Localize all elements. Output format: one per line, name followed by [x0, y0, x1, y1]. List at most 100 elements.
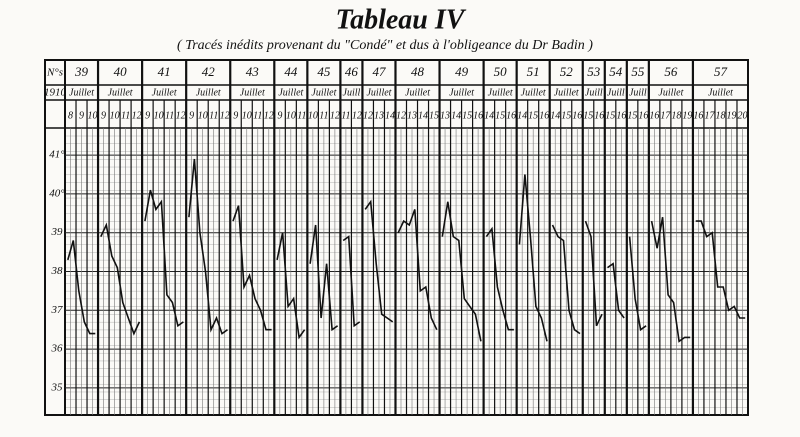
patient-number: 44: [284, 64, 298, 79]
day-label: 15: [528, 110, 538, 121]
month-label: Juillet: [108, 87, 133, 98]
day-label: 10: [308, 110, 318, 121]
month-label: Juill: [343, 87, 361, 98]
patient-number: 47: [372, 64, 386, 79]
day-label: 10: [242, 110, 252, 121]
day-label: 9: [277, 110, 282, 121]
day-label: 18: [715, 110, 725, 121]
day-label: 12: [132, 110, 142, 121]
month-label: Juillet: [152, 87, 177, 98]
patient-number: 57: [714, 64, 728, 79]
temperature-line: [276, 232, 306, 340]
month-label: Juillet: [658, 87, 683, 98]
day-label: 11: [319, 110, 328, 121]
month-label: Juillet: [196, 87, 221, 98]
temperature-line: [628, 236, 647, 332]
day-label: 18: [671, 110, 681, 121]
y-tick-label: 41°: [49, 149, 65, 161]
patient-number: 45: [317, 64, 331, 79]
patient-number: 50: [494, 64, 508, 79]
patient-number: 55: [631, 64, 645, 79]
y-tick-label: 39: [51, 226, 64, 238]
month-label: Juillet: [521, 87, 546, 98]
patient-number: 41: [158, 64, 171, 79]
month-label: Juillet: [278, 87, 303, 98]
day-label: 9: [79, 110, 84, 121]
day-label: 14: [385, 110, 395, 121]
day-label: 12: [352, 110, 362, 121]
day-label: 10: [110, 110, 120, 121]
day-label: 10: [154, 110, 164, 121]
chart-title: Tableau IV: [336, 4, 467, 35]
day-label: 9: [233, 110, 238, 121]
patient-number: 49: [455, 64, 469, 79]
day-label: 16: [649, 110, 659, 121]
month-label: Juillet: [366, 87, 391, 98]
day-label: 11: [297, 110, 306, 121]
day-label: 19: [726, 110, 736, 121]
day-label: 12: [176, 110, 186, 121]
day-label: 14: [550, 110, 560, 121]
day-label: 15: [429, 110, 439, 121]
day-label: 16: [473, 110, 483, 121]
patient-number: 54: [609, 64, 623, 79]
day-label: 16: [572, 110, 582, 121]
month-label: Juill: [629, 87, 647, 98]
temperature-line: [584, 220, 603, 327]
patient-number: 53: [587, 64, 601, 79]
day-label: 15: [583, 110, 593, 121]
day-label: 9: [189, 110, 194, 121]
day-label: 9: [145, 110, 150, 121]
day-label: 20: [737, 110, 747, 121]
temperature-line: [100, 222, 141, 336]
day-label: 8: [68, 110, 73, 121]
patient-number: 51: [527, 64, 540, 79]
y-tick-label: 38: [51, 265, 64, 277]
day-label: 11: [253, 110, 262, 121]
day-label: 15: [627, 110, 637, 121]
day-label: 15: [605, 110, 615, 121]
day-label: 15: [462, 110, 472, 121]
day-label: 14: [418, 110, 428, 121]
day-label: 16: [616, 110, 626, 121]
month-label: Juill: [585, 87, 603, 98]
month-label: Juillet: [405, 87, 430, 98]
month-label: Juillet: [449, 87, 474, 98]
day-label: 12: [264, 110, 274, 121]
temperature-line: [607, 262, 625, 319]
day-label: 11: [209, 110, 218, 121]
day-label: 19: [682, 110, 692, 121]
temperature-line: [650, 217, 691, 343]
patient-number: 48: [411, 64, 425, 79]
temperature-line: [232, 205, 272, 331]
day-label: 9: [101, 110, 106, 121]
day-label: 13: [374, 110, 384, 121]
temperature-line: [144, 189, 184, 328]
day-label: 11: [121, 110, 130, 121]
day-label: 12: [220, 110, 230, 121]
month-label: Juillet: [554, 87, 579, 98]
chart-subtitle: ( Tracés inédits provenant du "Condé" et…: [177, 38, 593, 53]
temperature-line: [364, 199, 394, 323]
day-label: 10: [198, 110, 208, 121]
day-label: 16: [594, 110, 604, 121]
day-label: 17: [704, 110, 715, 121]
patient-number: 43: [246, 64, 260, 79]
y-tick-label: 35: [51, 381, 64, 393]
year-label: 1910: [44, 87, 67, 99]
day-label: 11: [165, 110, 174, 121]
day-label: 14: [484, 110, 494, 121]
month-label: Juillet: [488, 87, 513, 98]
temperature-line: [551, 224, 581, 335]
month-label: Juillet: [708, 87, 733, 98]
month-label: Juillet: [311, 87, 336, 98]
day-label: 12: [396, 110, 406, 121]
day-label: 12: [363, 110, 373, 121]
day-label: 14: [517, 110, 527, 121]
temperature-line: [342, 235, 361, 328]
day-label: 15: [495, 110, 505, 121]
day-label: 15: [561, 110, 571, 121]
patient-number: 56: [664, 64, 678, 79]
temperature-line: [518, 174, 548, 342]
